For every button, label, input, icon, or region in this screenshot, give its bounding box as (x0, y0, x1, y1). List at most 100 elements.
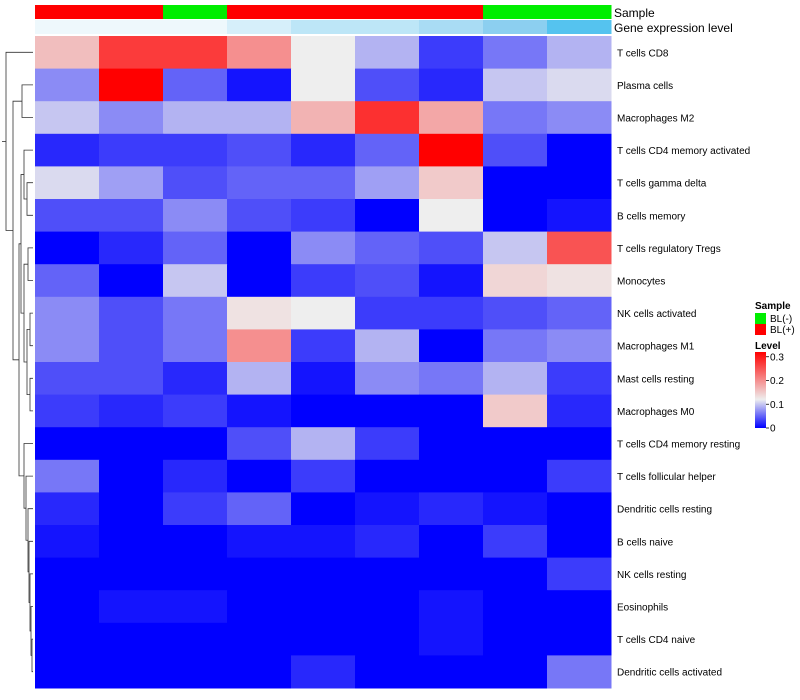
heatmap-cell (227, 362, 292, 396)
heatmap-cell (355, 655, 420, 689)
heatmap-cell (419, 36, 484, 70)
heatmap-cell (227, 492, 292, 526)
heatmap-cell (99, 492, 164, 526)
dendrogram-branch (23, 149, 33, 200)
expression-track-label: Gene expression level (614, 21, 733, 35)
heatmap-cell (227, 199, 292, 233)
heatmap-cell (547, 296, 612, 330)
heatmap-cell (355, 199, 420, 233)
heatmap-cell (355, 296, 420, 330)
heatmap-cell (163, 525, 228, 559)
heatmap-cell (99, 231, 164, 265)
heatmap-cell (291, 199, 356, 233)
dendrogram-branch (26, 329, 30, 395)
heatmap-cell (419, 622, 484, 656)
row-label: B cells naive (617, 537, 674, 548)
heatmap-cell (547, 525, 612, 559)
heatmap-cell (35, 166, 100, 200)
heatmap-cell (163, 655, 228, 689)
track-labels: Sample Gene expression level (614, 6, 733, 35)
expression-annotation-cell (355, 20, 420, 34)
heatmap-cell (547, 655, 612, 689)
expression-annotation-cell (291, 20, 356, 34)
heatmap-cell (355, 525, 420, 559)
heatmap-cell (35, 133, 100, 167)
heatmap-cell (163, 199, 228, 233)
heatmap-cell (419, 557, 484, 591)
heatmap-cell (419, 166, 484, 200)
heatmap-cell (163, 362, 228, 396)
heatmap-cell (227, 166, 292, 200)
heatmap-cell (163, 622, 228, 656)
heatmap-cell (99, 362, 164, 396)
heatmap-cell (483, 427, 548, 461)
heatmap-cell (483, 329, 548, 363)
row-dendrogram (2, 51, 33, 673)
heatmap-cell (547, 459, 612, 493)
heatmap-cell (35, 199, 100, 233)
heatmap-cell (291, 362, 356, 396)
row-label: T cells CD4 memory activated (617, 146, 750, 157)
heatmap-cell (35, 655, 100, 689)
dendrogram-branch (27, 247, 33, 281)
sample-annotation-cell (547, 5, 612, 19)
heatmap-cell (227, 655, 292, 689)
heatmap-cell (227, 557, 292, 591)
heatmap-cell (163, 329, 228, 363)
dendrogram-branch (25, 475, 33, 541)
heatmap-cell (483, 622, 548, 656)
heatmap-cell (547, 622, 612, 656)
heatmap-cell (99, 557, 164, 591)
sample-track-label: Sample (614, 6, 655, 20)
heatmap-cell (547, 166, 612, 200)
row-label: Dendritic cells resting (617, 505, 712, 516)
heatmap-cell (419, 590, 484, 624)
row-label: B cells memory (617, 211, 685, 222)
sample-annotation-cell (483, 5, 548, 19)
heatmap-cell (483, 459, 548, 493)
heatmap-cell (163, 133, 228, 167)
heatmap-cell (419, 101, 484, 135)
heatmap-cell (163, 459, 228, 493)
heatmap-cell (547, 329, 612, 363)
expression-annotation-cell (99, 20, 164, 34)
sample-annotation-cell (227, 5, 292, 19)
heatmap-cell (291, 133, 356, 167)
level-tick-label: 0 (770, 424, 776, 435)
heatmap-cell (483, 199, 548, 233)
heatmap-cell (99, 101, 164, 135)
heatmap-cell (35, 68, 100, 102)
heatmap-cell (163, 101, 228, 135)
heatmap-cell (483, 590, 548, 624)
heatmap-cell (547, 427, 612, 461)
heatmap-cell (291, 101, 356, 135)
level-tick-label: 0.1 (770, 400, 784, 411)
heatmap-cell (291, 459, 356, 493)
heatmap-cell (355, 264, 420, 298)
dendrogram-branch (21, 84, 33, 118)
heatmap-cell (163, 394, 228, 428)
heatmap-cell (227, 525, 292, 559)
heatmap-cell (419, 264, 484, 298)
heatmap-cell (291, 622, 356, 656)
legend-label-bl-pos: BL(+) (770, 325, 795, 336)
expression-annotation-cell (419, 20, 484, 34)
heatmap-cell (483, 492, 548, 526)
legend-label-bl-neg: BL(-) (770, 314, 792, 325)
heatmap-cell (163, 427, 228, 461)
heatmap-cell (419, 231, 484, 265)
heatmap-cell (163, 166, 228, 200)
heatmap-cell (99, 655, 164, 689)
heatmap-cell (547, 492, 612, 526)
heatmap-cell (483, 264, 548, 298)
sample-annotation-cell (163, 5, 228, 19)
heatmap-cell (35, 36, 100, 70)
row-label: Mast cells resting (617, 374, 694, 385)
heatmap-cell (483, 655, 548, 689)
dendrogram-branch (20, 174, 24, 314)
heatmap-cell (227, 329, 292, 363)
heatmap-cell (547, 199, 612, 233)
heatmap-cell (35, 101, 100, 135)
heatmap-cell (35, 296, 100, 330)
heatmap-cell (227, 459, 292, 493)
